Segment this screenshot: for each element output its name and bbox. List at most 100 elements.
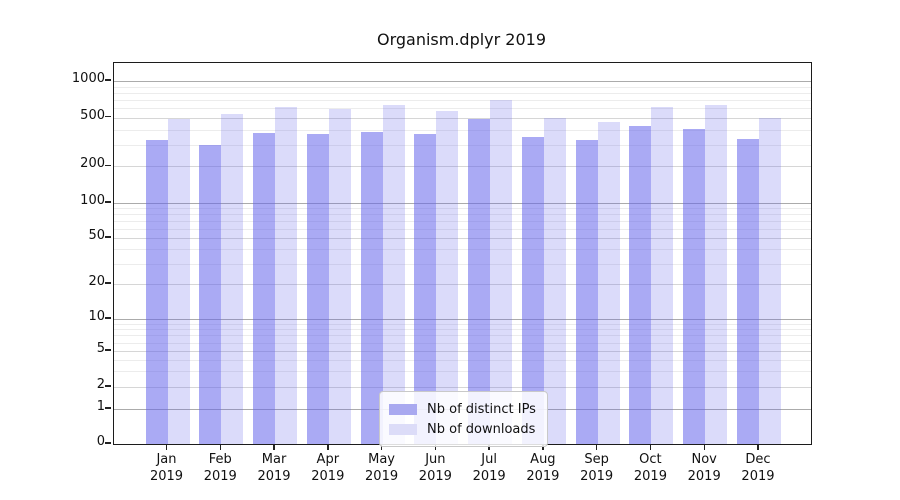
x-tick-mark (327, 444, 329, 450)
major-gridline (114, 319, 811, 320)
bar-downloads-apr (328, 108, 351, 444)
x-tick-mark (757, 444, 759, 450)
bar-distinct-ips-aug (521, 137, 544, 444)
major-gridline (114, 81, 811, 82)
minor-gridline (114, 249, 811, 251)
medium-gridline (114, 237, 811, 239)
minor-gridline (114, 99, 811, 101)
bar-downloads-may (382, 104, 405, 444)
x-tick-label-apr: Apr 2019 (311, 452, 345, 484)
x-tick-mark (273, 444, 275, 450)
y-tick-mark (105, 282, 111, 284)
minor-gridline (114, 220, 811, 222)
y-tick-label: 50 (88, 227, 105, 243)
y-tick-label: 200 (80, 156, 105, 172)
x-tick-label-jan: Jan 2019 (149, 452, 184, 484)
y-tick-mark (105, 407, 111, 409)
x-tick-mark (703, 444, 705, 450)
minor-gridline (114, 129, 811, 131)
minor-gridline (114, 329, 811, 331)
bar-distinct-ips-may (360, 132, 383, 444)
x-tick-mark (649, 444, 652, 450)
x-tick-label-may: May 2019 (365, 452, 399, 484)
bar-downloads-dec (758, 118, 781, 444)
minor-gridline (114, 263, 811, 265)
minor-gridline (114, 371, 811, 373)
bar-downloads-nov (705, 104, 728, 444)
y-tick-label: 1 (96, 399, 105, 414)
x-tick-label-sep: Sep 2019 (580, 452, 614, 484)
bar-distinct-ips-jan (145, 139, 168, 444)
x-tick-label-jul: Jul 2019 (472, 452, 506, 484)
x-tick-label-dec: Dec 2019 (741, 452, 775, 484)
medium-gridline (114, 351, 811, 352)
minor-gridline (114, 342, 811, 344)
bar-downloads-aug (543, 118, 566, 444)
chart-title: Organism.dplyr 2019 (376, 30, 547, 49)
minor-gridline (114, 359, 811, 361)
x-tick-mark (542, 444, 544, 450)
x-tick-mark (488, 444, 490, 450)
bar-distinct-ips-jun (414, 133, 437, 444)
medium-gridline (114, 387, 811, 388)
minor-gridline (114, 86, 811, 88)
bar-downloads-feb (221, 114, 244, 444)
minor-gridline (114, 108, 811, 110)
bar-downloads-jul (490, 99, 513, 444)
legend: Nb of distinct IPs Nb of downloads (379, 391, 548, 447)
y-tick-mark (105, 349, 111, 351)
y-tick-mark (105, 164, 111, 166)
bar-downloads-jun (436, 111, 459, 444)
bar-distinct-ips-sep (575, 139, 598, 444)
bar-downloads-jan (167, 118, 190, 444)
legend-swatch-distinct-ips (389, 403, 417, 415)
bar-distinct-ips-apr (306, 133, 329, 444)
y-tick-label: 20 (88, 274, 105, 290)
x-tick-mark (219, 444, 221, 450)
medium-gridline (114, 117, 811, 119)
y-tick-mark (105, 317, 111, 319)
medium-gridline (114, 166, 811, 168)
y-tick-label: 10 (88, 309, 105, 324)
y-tick-label: 100 (80, 193, 105, 208)
legend-item-downloads: Nb of downloads (389, 419, 536, 439)
y-tick-label: 0 (96, 434, 105, 449)
medium-gridline (114, 284, 811, 286)
minor-gridline (114, 144, 811, 146)
legend-swatch-downloads (389, 423, 417, 435)
x-tick-label-mar: Mar 2019 (257, 452, 291, 484)
x-tick-label-jun: Jun 2019 (418, 452, 452, 484)
x-tick-label-nov: Nov 2019 (687, 452, 721, 484)
y-tick-label: 500 (80, 107, 105, 123)
legend-label-distinct-ips: Nb of distinct IPs (427, 401, 536, 417)
minor-gridline (114, 214, 811, 216)
x-tick-mark (380, 444, 383, 450)
y-tick-label: 5 (96, 341, 105, 356)
x-tick-mark (434, 444, 437, 450)
y-tick-mark (105, 116, 111, 118)
major-gridline (114, 203, 811, 204)
x-tick-label-feb: Feb 2019 (203, 452, 237, 484)
minor-gridline (114, 335, 811, 337)
y-tick-mark (105, 236, 111, 238)
minor-gridline (114, 323, 811, 325)
bar-distinct-ips-oct (629, 126, 652, 444)
bar-downloads-sep (597, 122, 620, 444)
bar-distinct-ips-dec (736, 138, 759, 444)
minor-gridline (114, 228, 811, 230)
minor-gridline (114, 208, 811, 210)
x-tick-mark (595, 444, 598, 450)
legend-label-downloads: Nb of downloads (427, 421, 536, 437)
legend-item-distinct-ips: Nb of distinct IPs (389, 399, 536, 419)
bar-downloads-mar (275, 106, 298, 444)
y-tick-mark (105, 442, 111, 444)
bar-distinct-ips-nov (683, 128, 706, 444)
y-tick-mark (105, 201, 111, 203)
x-tick-label-oct: Oct 2019 (633, 452, 667, 484)
x-tick-mark (165, 444, 168, 450)
y-tick-mark (105, 79, 111, 81)
minor-gridline (114, 92, 811, 94)
bar-distinct-ips-jul (468, 118, 491, 444)
bar-distinct-ips-feb (199, 144, 222, 444)
